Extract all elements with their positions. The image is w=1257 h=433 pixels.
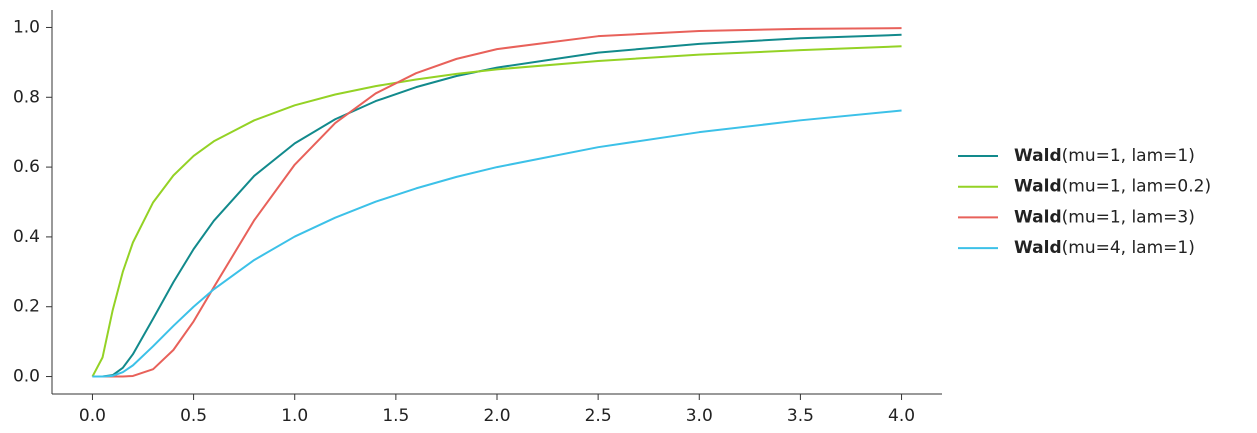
legend-label: Wald(mu=4, lam=1) bbox=[1014, 238, 1195, 258]
y-tick-label: 0.2 bbox=[13, 297, 40, 317]
y-tick-label: 0.6 bbox=[13, 157, 40, 177]
y-tick-label: 0.4 bbox=[13, 227, 40, 247]
data-line bbox=[92, 33, 902, 378]
x-tick-label: 0.0 bbox=[79, 406, 106, 426]
legend-label: Wald(mu=1, lam=0.2) bbox=[1014, 177, 1211, 197]
data-line bbox=[91, 45, 902, 378]
legend-label: Wald(mu=1, lam=1) bbox=[1014, 146, 1195, 166]
x-tick-label: 0.5 bbox=[180, 406, 207, 426]
data-line bbox=[92, 109, 902, 378]
x-tick-label: 1.0 bbox=[281, 406, 308, 426]
x-tick-label: 2.5 bbox=[585, 406, 612, 426]
x-tick-label: 3.5 bbox=[787, 406, 814, 426]
x-tick-label: 4.0 bbox=[888, 406, 915, 426]
y-tick-label: 0.8 bbox=[13, 87, 40, 107]
y-tick-label: 1.0 bbox=[13, 17, 40, 37]
x-tick-label: 2.0 bbox=[483, 406, 510, 426]
x-tick-label: 1.5 bbox=[382, 406, 409, 426]
x-tick-label: 3.0 bbox=[686, 406, 713, 426]
data-line bbox=[92, 27, 902, 378]
legend-label: Wald(mu=1, lam=3) bbox=[1014, 207, 1195, 227]
y-tick-label: 0.0 bbox=[13, 367, 40, 387]
